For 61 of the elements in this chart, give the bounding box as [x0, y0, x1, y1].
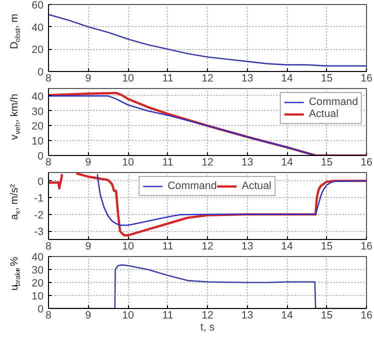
y-tick-label: 40: [32, 252, 44, 264]
x-tick-label: 10: [122, 72, 134, 84]
x-tick-label: 16: [360, 72, 372, 84]
x-tick-label: 9: [85, 156, 92, 168]
legend-label: Actual: [242, 180, 272, 192]
y-tick-label: 10: [32, 136, 44, 148]
x-tick-label: 15: [320, 310, 333, 322]
x-tick-label: 15: [320, 72, 333, 84]
x-tick-label: 14: [281, 310, 293, 322]
y-tick-label: 0: [38, 176, 44, 188]
x-tick-label: 8: [46, 156, 52, 168]
x-tick-label: 12: [202, 72, 214, 84]
legend-label: Actual: [308, 108, 338, 120]
line-series: [96, 174, 366, 226]
legend-label: Command: [168, 180, 217, 192]
x-axis-title: t, s: [200, 322, 215, 334]
x-tick-label: 13: [241, 310, 254, 322]
y-tick-label: -2: [34, 209, 44, 222]
x-tick-label: 9: [85, 72, 92, 84]
x-tick-label: 12: [202, 156, 214, 168]
legend-label: Command: [308, 96, 358, 108]
y-tick-label: -3: [34, 226, 44, 238]
x-tick-label: 16: [360, 310, 372, 322]
y-tick-label: -1: [34, 192, 44, 205]
x-tick-label: 11: [162, 72, 174, 84]
x-tick-label: 8: [46, 310, 52, 322]
x-tick-label: 14: [281, 156, 293, 168]
y-tick-label: 40: [32, 90, 44, 103]
x-tick-label: 9: [85, 310, 92, 322]
y-tick-label: 0: [38, 66, 44, 78]
y-tick-label: 20: [32, 278, 44, 290]
x-tick-label: 12: [202, 240, 214, 252]
x-tick-label: 15: [320, 240, 333, 252]
x-tick-label: 16: [360, 156, 372, 168]
x-tick-label: 13: [241, 156, 254, 168]
x-tick-label: 10: [122, 240, 134, 252]
x-tick-label: 11: [162, 240, 174, 252]
x-tick-label: 15: [320, 156, 333, 168]
x-tick-label: 9: [85, 240, 92, 252]
y-tick-label: 60: [32, 0, 44, 12]
x-tick-label: 16: [360, 240, 372, 252]
y-tick-label: 20: [32, 44, 44, 56]
x-tick-label: 8: [46, 72, 52, 84]
x-tick-label: 12: [202, 310, 214, 322]
y-tick-label: 30: [32, 264, 44, 276]
x-tick-label: 11: [162, 310, 174, 322]
y-tick-label: 0: [38, 304, 44, 316]
y-tick-label: 0: [38, 150, 44, 162]
y-tick-label: 40: [32, 22, 44, 34]
x-tick-label: 10: [122, 310, 134, 322]
line-series: [48, 14, 366, 67]
x-tick-label: 10: [122, 156, 134, 168]
x-tick-label: 11: [162, 156, 174, 168]
x-tick-label: 14: [281, 240, 293, 252]
x-tick-label: 8: [46, 240, 52, 252]
x-tick-label: 14: [281, 72, 293, 84]
x-tick-label: 13: [241, 72, 254, 84]
y-tick-label: 10: [32, 290, 44, 302]
x-tick-label: 13: [241, 240, 254, 252]
y-tick-label: 30: [32, 106, 44, 118]
y-tick-label: 20: [32, 120, 44, 133]
